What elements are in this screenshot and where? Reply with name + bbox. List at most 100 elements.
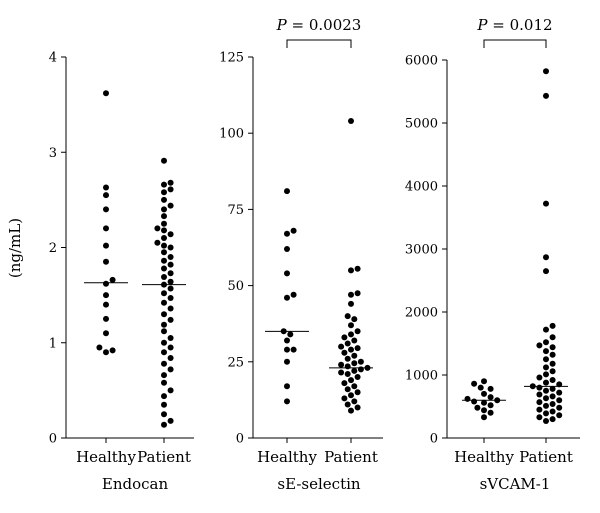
data-point-patient: [154, 239, 161, 246]
data-point-patient: [161, 411, 167, 418]
data-point-patient: [338, 361, 345, 368]
data-point-patient: [549, 401, 556, 407]
data-point-patient: [154, 225, 161, 232]
data-point-healthy: [109, 347, 116, 354]
data-point-healthy: [284, 337, 290, 344]
data-point-patient: [354, 265, 361, 272]
data-point-healthy: [284, 270, 290, 277]
data-point-patient: [161, 181, 167, 188]
data-point-patient: [338, 343, 345, 350]
data-point-patient: [161, 290, 167, 297]
y-axis-label: (ng/mL): [6, 218, 24, 278]
panel-label: Endocan: [102, 475, 169, 493]
data-point-patient: [167, 316, 174, 323]
y-tick-label: 4: [49, 51, 57, 66]
data-point-patient: [161, 242, 167, 249]
data-point-patient: [357, 366, 364, 373]
data-point-patient: [161, 401, 167, 408]
data-point-patient: [348, 392, 354, 399]
data-point-patient: [344, 371, 351, 377]
data-point-healthy: [103, 90, 109, 97]
data-point-healthy: [477, 384, 484, 391]
data-point-healthy: [103, 258, 109, 265]
data-point-patient: [549, 377, 556, 383]
data-point-patient: [351, 352, 358, 359]
data-point-patient: [351, 337, 358, 344]
data-point-patient: [549, 322, 556, 329]
data-point-healthy: [287, 331, 294, 338]
y-tick-label: 3: [49, 146, 57, 161]
data-point-patient: [344, 401, 351, 408]
data-point-patient: [543, 326, 549, 333]
x-tick-label-healthy: Healthy: [257, 448, 317, 466]
data-point-patient: [351, 360, 358, 367]
data-point-patient: [556, 389, 563, 396]
data-point-patient: [167, 202, 174, 209]
data-point-healthy: [284, 398, 290, 405]
data-point-patient: [167, 355, 174, 361]
x-tick-label-patient: Patient: [324, 448, 378, 466]
y-tick-label: 1000: [405, 369, 438, 384]
data-point-patient: [549, 385, 556, 392]
data-point-patient: [354, 404, 361, 411]
data-point-healthy: [103, 315, 109, 322]
x-tick-label-patient: Patient: [519, 448, 573, 466]
data-point-patient: [549, 334, 556, 341]
data-point-patient: [161, 421, 167, 428]
y-tick-label: 75: [227, 203, 244, 218]
y-tick-label: 3000: [405, 243, 438, 258]
data-point-patient: [344, 386, 351, 393]
data-point-patient: [167, 270, 174, 277]
data-point-patient: [167, 186, 174, 193]
data-point-patient: [341, 395, 348, 402]
x-tick-label-patient: Patient: [137, 448, 191, 466]
data-point-patient: [536, 414, 543, 421]
data-point-patient: [167, 417, 174, 424]
data-point-healthy: [103, 280, 109, 287]
data-point-healthy: [284, 294, 290, 301]
data-point-patient: [167, 254, 174, 260]
data-point-healthy: [471, 380, 478, 387]
y-tick-label: 4000: [405, 180, 438, 195]
data-point-healthy: [103, 292, 109, 299]
data-point-patient: [543, 387, 549, 394]
data-point-healthy: [109, 276, 116, 283]
data-point-patient: [161, 213, 167, 220]
data-point-patient: [354, 374, 361, 380]
data-point-patient: [161, 227, 167, 234]
data-point-patient: [161, 249, 167, 256]
data-point-healthy: [481, 378, 487, 385]
data-point-patient: [351, 398, 358, 405]
data-point-healthy: [103, 349, 109, 356]
data-point-healthy: [284, 346, 290, 353]
data-point-healthy: [103, 242, 109, 249]
data-point-healthy: [481, 399, 487, 406]
data-point-patient: [344, 363, 351, 370]
data-point-patient: [341, 334, 348, 341]
significance-bracket: [286, 39, 352, 48]
data-point-patient: [344, 340, 351, 347]
data-point-patient: [536, 406, 543, 413]
significance-label: P = 0.012: [476, 16, 552, 34]
significance-label: P = 0.0023: [276, 16, 362, 34]
data-point-patient: [543, 418, 549, 424]
data-point-patient: [161, 299, 167, 306]
data-point-patient: [348, 331, 354, 338]
data-point-healthy: [103, 225, 109, 232]
data-point-healthy: [487, 394, 494, 401]
data-point-patient: [161, 257, 167, 264]
data-point-patient: [536, 342, 543, 349]
data-point-healthy: [103, 206, 109, 213]
data-point-patient: [543, 254, 549, 261]
data-point-healthy: [284, 383, 290, 390]
data-point-patient: [549, 351, 556, 358]
data-point-patient: [344, 313, 351, 320]
data-point-patient: [357, 358, 364, 365]
y-tick-label: 0: [430, 432, 438, 447]
data-point-patient: [536, 391, 543, 398]
data-point-patient: [161, 196, 167, 203]
x-tick-label-healthy: Healthy: [76, 448, 136, 466]
data-point-patient: [351, 383, 358, 390]
data-point-patient: [167, 231, 174, 238]
data-point-patient: [161, 360, 167, 367]
